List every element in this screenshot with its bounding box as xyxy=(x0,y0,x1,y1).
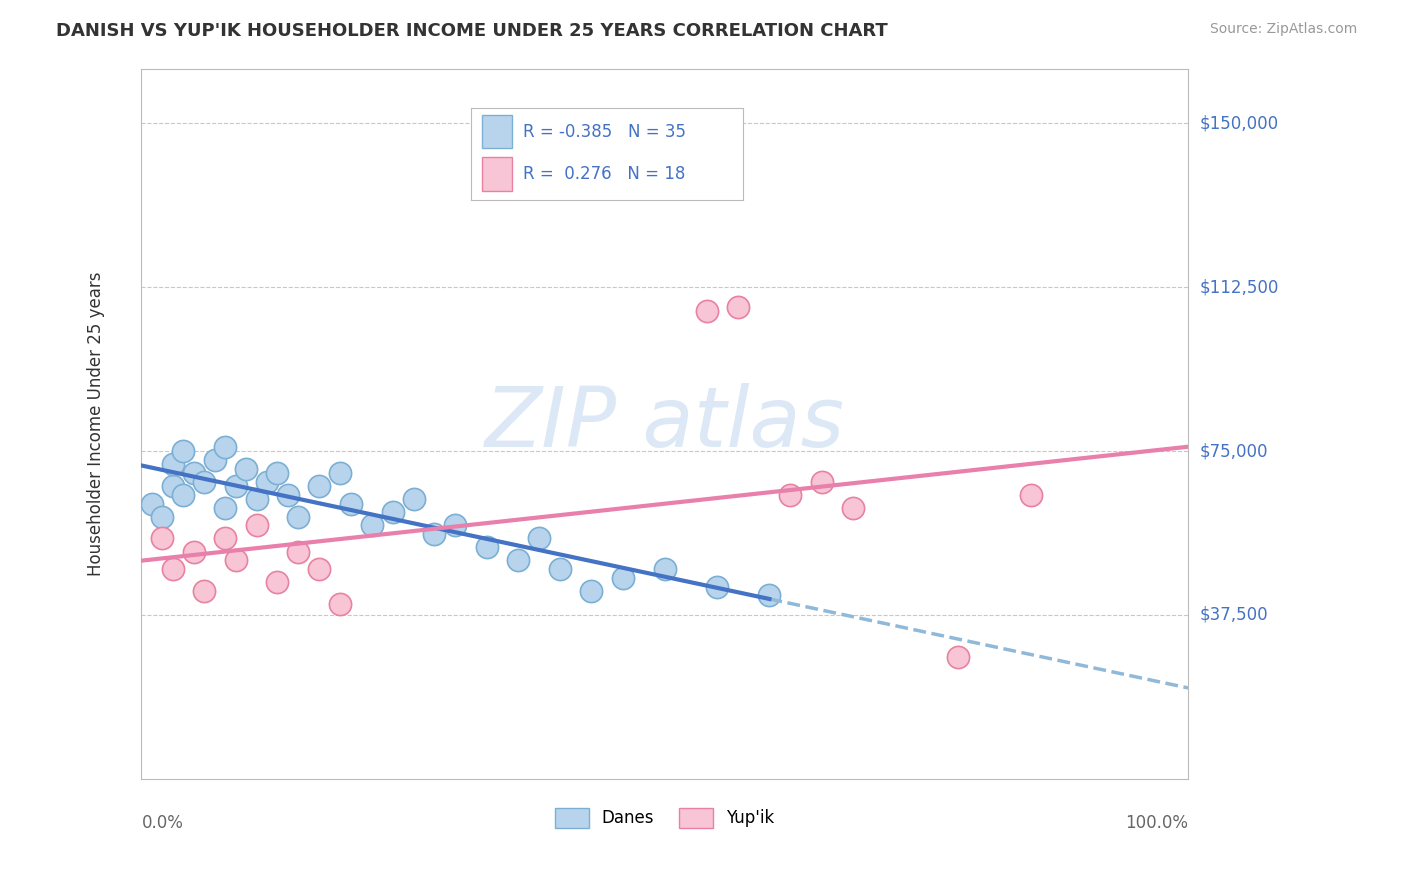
Point xyxy=(150,532,173,546)
Point xyxy=(266,466,288,480)
Point xyxy=(256,475,278,489)
Point xyxy=(204,452,226,467)
Text: DANISH VS YUP'IK HOUSEHOLDER INCOME UNDER 25 YEARS CORRELATION CHART: DANISH VS YUP'IK HOUSEHOLDER INCOME UNDE… xyxy=(56,22,889,40)
Point xyxy=(183,544,205,558)
Legend: Danes, Yup'ik: Danes, Yup'ik xyxy=(548,801,780,835)
Text: 100.0%: 100.0% xyxy=(1125,814,1188,832)
Point xyxy=(548,562,571,576)
Point xyxy=(287,544,309,558)
Point xyxy=(245,518,267,533)
Point xyxy=(183,466,205,480)
Text: Householder Income Under 25 years: Householder Income Under 25 years xyxy=(87,271,105,576)
Point xyxy=(225,553,247,567)
Point xyxy=(339,496,361,510)
Point xyxy=(329,466,352,480)
Point xyxy=(444,518,467,533)
Point xyxy=(162,457,184,471)
Point xyxy=(172,488,194,502)
Point xyxy=(277,488,299,502)
Point xyxy=(150,509,173,524)
Point xyxy=(245,492,267,507)
Point xyxy=(612,571,634,585)
Point xyxy=(475,540,498,554)
Point xyxy=(381,505,404,519)
Point xyxy=(360,518,382,533)
Point xyxy=(266,575,288,590)
Point xyxy=(696,304,718,318)
Text: $112,500: $112,500 xyxy=(1199,278,1278,296)
Text: 0.0%: 0.0% xyxy=(142,814,183,832)
Point xyxy=(193,475,215,489)
Point xyxy=(235,461,257,475)
Point xyxy=(842,500,865,515)
Point xyxy=(706,580,728,594)
Point xyxy=(779,488,801,502)
Point xyxy=(810,475,832,489)
Point xyxy=(581,583,603,598)
Text: $75,000: $75,000 xyxy=(1199,442,1268,460)
Point xyxy=(1019,488,1042,502)
Point xyxy=(402,492,425,507)
Point xyxy=(162,479,184,493)
Point xyxy=(308,562,330,576)
Text: $150,000: $150,000 xyxy=(1199,114,1278,132)
Text: ZIP atlas: ZIP atlas xyxy=(485,384,845,464)
Point xyxy=(758,588,780,602)
Point xyxy=(214,500,236,515)
Point xyxy=(214,532,236,546)
Point xyxy=(141,496,163,510)
Point xyxy=(214,440,236,454)
Point xyxy=(308,479,330,493)
Point xyxy=(287,509,309,524)
Point xyxy=(329,597,352,611)
Point xyxy=(727,300,749,314)
Point xyxy=(946,649,969,664)
Text: Source: ZipAtlas.com: Source: ZipAtlas.com xyxy=(1209,22,1357,37)
Point xyxy=(527,532,550,546)
Point xyxy=(162,562,184,576)
Point xyxy=(225,479,247,493)
Text: $37,500: $37,500 xyxy=(1199,606,1268,624)
Point xyxy=(654,562,676,576)
Point xyxy=(193,583,215,598)
Point xyxy=(172,444,194,458)
Point xyxy=(423,527,446,541)
Point xyxy=(508,553,530,567)
